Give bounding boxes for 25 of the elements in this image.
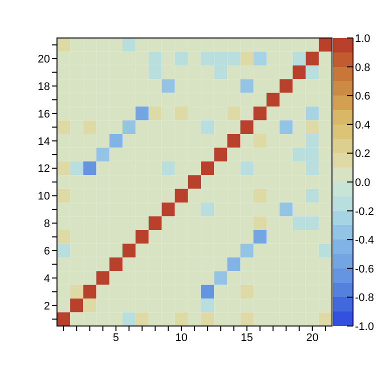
color-bar-label: -1.0 [355,321,374,333]
y-tick-label: 4 [44,272,50,285]
x-tick-label: 15 [240,332,254,344]
color-bar-label: 0.6 [355,90,370,103]
y-tick-label: 20 [38,53,50,66]
y-tick-label: 18 [38,80,50,93]
color-bar-label: -0.4 [355,234,374,247]
y-tick-label: 16 [38,108,50,120]
x-tick-label: 10 [175,332,188,344]
y-tick-label: 6 [44,245,50,258]
x-tick-label: 5 [112,332,119,344]
y-tick-label: 8 [44,218,50,230]
color-bar-label: 0.0 [355,177,370,189]
color-bar-label: -0.8 [355,292,374,304]
y-tick-label: 10 [38,190,50,203]
color-bar-label: 0.8 [355,62,370,74]
color-bar-label: 0.2 [355,148,370,160]
x-tick-label: 20 [306,332,318,344]
color-bar-label: -0.6 [355,263,374,276]
y-tick-label: 12 [38,163,50,176]
y-tick-label: 2 [44,300,50,312]
y-tick-label: 14 [38,136,50,148]
color-bar-label: 1.0 [355,33,370,45]
color-bar-label: 0.4 [355,119,370,132]
color-bar-label: -0.2 [355,206,374,218]
